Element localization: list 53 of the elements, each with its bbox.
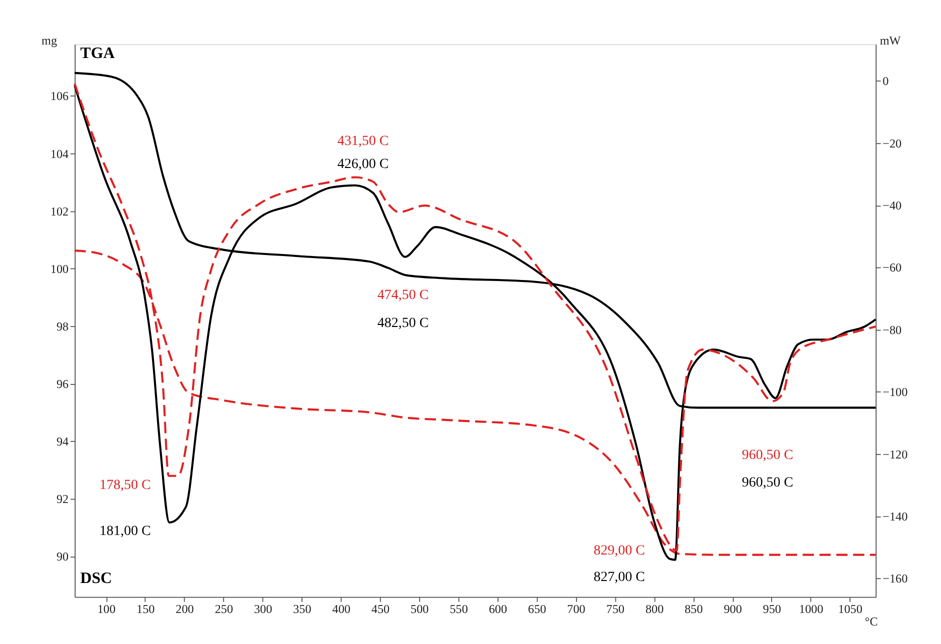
x-tick-label: 200 <box>176 602 194 616</box>
y2-tick-label: −20 <box>882 136 902 150</box>
annotation: 178,50 C <box>99 478 151 493</box>
annotation: 827,00 C <box>594 570 646 586</box>
y-tick-label: 94 <box>56 434 69 449</box>
y-axis-title: mg <box>42 34 58 48</box>
y-tick-label: 90 <box>56 550 69 564</box>
annotation: 829,00 C <box>594 544 646 559</box>
y2-tick-label: −100 <box>882 385 908 400</box>
y2-tick-label: 0 <box>882 74 889 88</box>
y-tick-label: 104 <box>50 146 69 161</box>
x-tick-label: 700 <box>567 602 586 616</box>
x-tick-label: 550 <box>450 602 468 616</box>
annotation: TGA <box>80 45 116 62</box>
y2-tick-label: −40 <box>882 198 902 212</box>
x-tick-label: 450 <box>371 602 390 616</box>
y-tick-label: 96 <box>56 377 69 392</box>
x-tick-label: 950 <box>762 602 782 616</box>
x-tick-label: 250 <box>214 602 234 616</box>
x-tick-label: 500 <box>410 602 429 616</box>
x-axis-title: °C <box>864 614 878 628</box>
annotation: 474,50 C <box>377 288 429 304</box>
annotation: 181,00 C <box>99 524 151 540</box>
y2-axis-title: mW <box>880 34 902 48</box>
x-tick-label: 600 <box>488 602 508 616</box>
x-tick-label: 900 <box>724 602 742 616</box>
annotation: 960,50 C <box>742 476 794 491</box>
x-tick-label: 800 <box>645 602 664 616</box>
y-tick-label: 102 <box>50 204 69 218</box>
y-tick-label: 106 <box>50 89 69 104</box>
x-tick-label: 650 <box>528 602 546 616</box>
x-tick-label: 750 <box>606 602 624 616</box>
x-tick-label: 400 <box>332 602 350 616</box>
y2-tick-label: −140 <box>882 509 908 524</box>
annotation: 482,50 C <box>377 316 429 331</box>
y-tick-label: 100 <box>50 262 69 276</box>
annotation: 426,00 C <box>337 157 389 172</box>
x-tick-label: 150 <box>136 602 155 616</box>
x-tick-label: 100 <box>97 602 116 616</box>
y2-tick-label: −120 <box>882 447 908 462</box>
annotation: 431,50 C <box>337 134 389 149</box>
annotation: DSC <box>80 570 112 587</box>
x-tick-label: 850 <box>684 602 703 616</box>
y2-tick-label: −60 <box>882 260 902 275</box>
y2-tick-label: −80 <box>882 322 902 337</box>
x-tick-label: 350 <box>293 602 312 616</box>
x-tick-label: 1000 <box>799 602 824 616</box>
x-tick-label: 1050 <box>838 602 862 616</box>
y2-tick-label: −160 <box>882 572 908 586</box>
y-tick-label: 98 <box>56 319 69 334</box>
y-tick-label: 92 <box>56 492 69 506</box>
annotation: 960,50 C <box>742 448 794 463</box>
x-tick-label: 300 <box>254 602 272 616</box>
